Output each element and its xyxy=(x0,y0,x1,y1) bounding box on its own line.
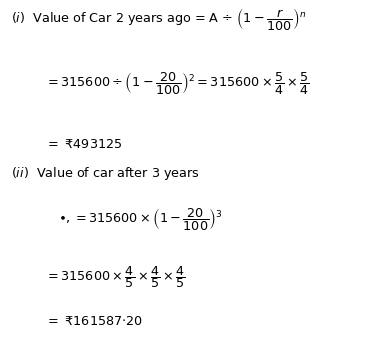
Text: $= 315600 \div \left(1 - \dfrac{20}{100}\right)^{2} = 315600 \times \dfrac{5}{4}: $= 315600 \div \left(1 - \dfrac{20}{100}… xyxy=(45,70,309,96)
Text: $\bullet ,= 315600 \times \left(1 - \dfrac{20}{100}\right)^{3}$: $\bullet ,= 315600 \times \left(1 - \dfr… xyxy=(58,206,222,232)
Text: $= 315600 \times \dfrac{4}{5} \times \dfrac{4}{5} \times \dfrac{4}{5}$: $= 315600 \times \dfrac{4}{5} \times \df… xyxy=(45,264,186,290)
Text: $(i)$  Value of Car 2 years ago = A $\div$ $\left(1 - \dfrac{r}{100}\right)^{n}$: $(i)$ Value of Car 2 years ago = A $\div… xyxy=(11,6,306,32)
Text: $(ii)$  Value of car after 3 years: $(ii)$ Value of car after 3 years xyxy=(11,165,200,182)
Text: $= $ ₹$493125$: $= $ ₹$493125$ xyxy=(45,138,122,151)
Text: $= $ ₹$161587{\cdot}20$: $= $ ₹$161587{\cdot}20$ xyxy=(45,315,142,328)
